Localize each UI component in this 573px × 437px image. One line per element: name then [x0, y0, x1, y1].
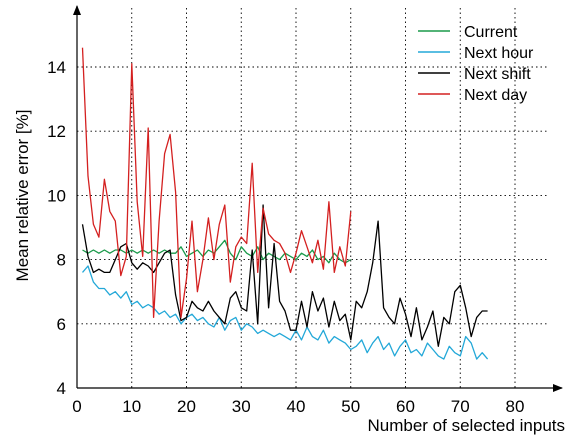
- grid: [77, 8, 548, 388]
- y-tick-label: 12: [47, 122, 66, 141]
- x-axis-title: Number of selected inputs: [368, 416, 566, 435]
- y-tick-label: 8: [57, 251, 66, 270]
- x-tick-label: 20: [177, 397, 196, 416]
- tick-labels: 0 10 20 30 40 50 60 70 80 4 6 8 10 12 14: [47, 58, 524, 416]
- x-tick-label: 30: [232, 397, 251, 416]
- legend-label: Next shift: [464, 66, 531, 83]
- series-line-next-hour: [82, 265, 489, 360]
- y-tick-label: 6: [57, 315, 66, 334]
- x-tick-label: 70: [451, 397, 470, 416]
- series-line-next-day: [81, 47, 352, 319]
- x-tick-label: 80: [506, 397, 525, 416]
- y-tick-label: 4: [57, 379, 66, 398]
- y-axis-title: Mean relative error [%]: [13, 110, 32, 282]
- legend: Current Next hour Next shift Next day: [418, 24, 534, 104]
- series-line-next-shift: [81, 204, 488, 347]
- axes: [73, 5, 563, 392]
- legend-label: Next day: [464, 87, 527, 104]
- legend-label: Current: [464, 24, 518, 41]
- y-tick-label: 10: [47, 186, 66, 205]
- series-lines: [81, 47, 489, 360]
- y-tick-label: 14: [47, 58, 66, 77]
- x-tick-label: 50: [341, 397, 360, 416]
- x-tick-label: 10: [122, 397, 141, 416]
- x-tick-label: 40: [287, 397, 306, 416]
- series-line-current: [82, 239, 352, 264]
- x-tick-label: 60: [396, 397, 415, 416]
- x-tick-label: 0: [72, 397, 81, 416]
- legend-label: Next hour: [464, 45, 534, 62]
